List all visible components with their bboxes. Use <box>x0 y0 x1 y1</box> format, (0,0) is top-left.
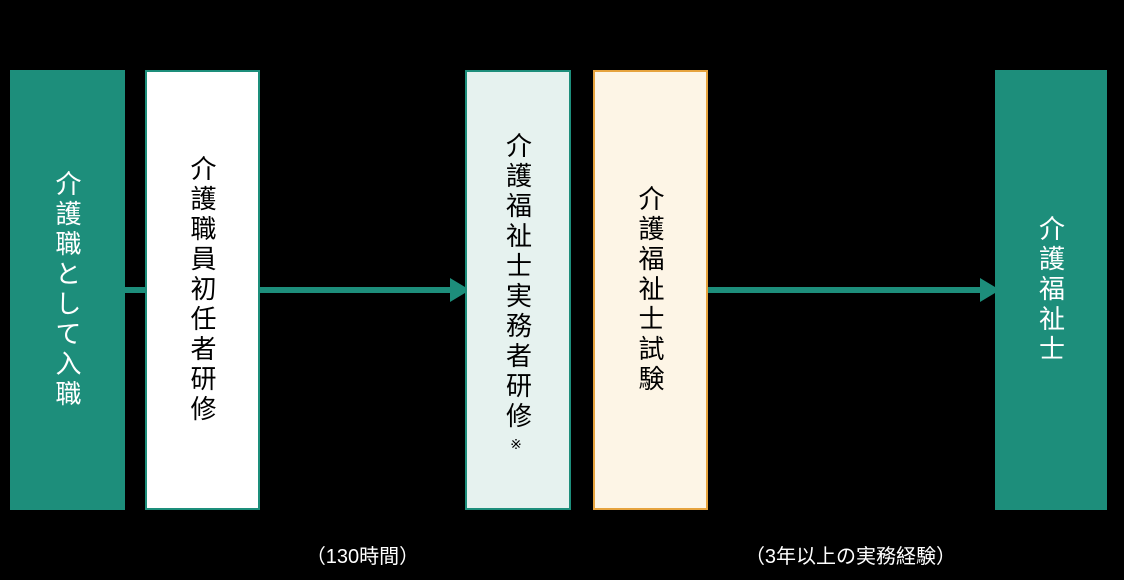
node-training2-note: ※ <box>510 436 526 453</box>
career-flowchart: 介護職として入職 介護職員初任者研修 介護福祉士実務者研修 ※ 介護福祉士試験 介… <box>0 0 1124 580</box>
node-training2-label: 介護福祉士実務者研修 <box>500 132 537 432</box>
node-start-label: 介護職として入職 <box>49 170 86 410</box>
caption-duration-right: （3年以上の実務経験） <box>708 540 993 569</box>
node-training1: 介護職員初任者研修 <box>145 70 260 510</box>
caption-duration-left: （130時間） <box>260 540 465 569</box>
node-end-label: 介護福祉士 <box>1033 215 1070 365</box>
node-end: 介護福祉士 <box>995 70 1107 510</box>
node-exam-label: 介護福祉士試験 <box>632 185 669 395</box>
node-training2: 介護福祉士実務者研修 ※ <box>465 70 571 510</box>
node-start: 介護職として入職 <box>10 70 125 510</box>
node-exam: 介護福祉士試験 <box>593 70 708 510</box>
node-training1-label: 介護職員初任者研修 <box>184 155 221 425</box>
